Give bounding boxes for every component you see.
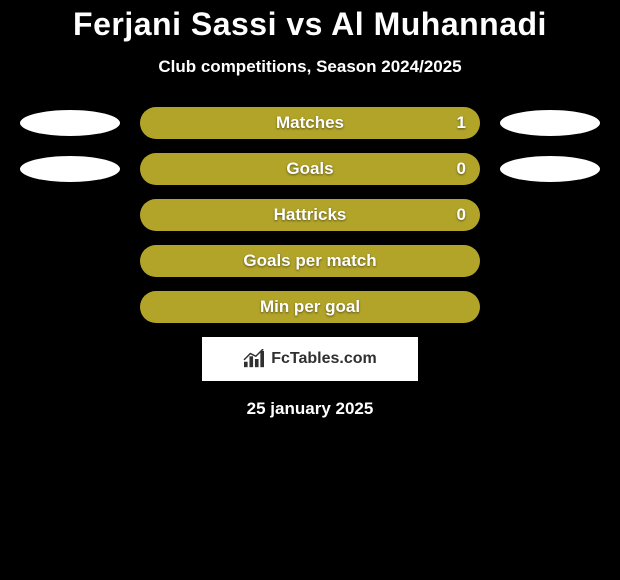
stat-row: Matches 1 <box>0 107 620 139</box>
right-ellipse-slot <box>500 202 600 228</box>
right-ellipse-slot <box>500 294 600 320</box>
stat-label: Goals <box>286 159 333 179</box>
page-subtitle: Club competitions, Season 2024/2025 <box>0 57 620 77</box>
player-left-marker <box>20 156 120 182</box>
stat-bar: Matches 1 <box>140 107 480 139</box>
right-ellipse-slot <box>500 156 600 182</box>
left-ellipse-slot <box>20 248 120 274</box>
stat-row: Goals per match <box>0 245 620 277</box>
comparison-infographic: Ferjani Sassi vs Al Muhannadi Club compe… <box>0 0 620 580</box>
stat-row: Hattricks 0 <box>0 199 620 231</box>
left-ellipse-slot <box>20 110 120 136</box>
stat-label: Matches <box>276 113 344 133</box>
right-ellipse-slot <box>500 110 600 136</box>
stat-value: 0 <box>457 159 466 179</box>
attribution: FcTables.com <box>0 337 620 381</box>
player-right-marker <box>500 156 600 182</box>
stat-label: Goals per match <box>243 251 376 271</box>
date-stamp: 25 january 2025 <box>0 399 620 419</box>
player-right-marker <box>500 110 600 136</box>
right-ellipse-slot <box>500 248 600 274</box>
stat-bar: Hattricks 0 <box>140 199 480 231</box>
stat-value: 1 <box>457 113 466 133</box>
page-title: Ferjani Sassi vs Al Muhannadi <box>0 0 620 43</box>
stat-label: Hattricks <box>274 205 347 225</box>
stat-bar: Min per goal <box>140 291 480 323</box>
attribution-box: FcTables.com <box>202 337 418 381</box>
stat-row: Min per goal <box>0 291 620 323</box>
left-ellipse-slot <box>20 202 120 228</box>
player-left-marker <box>20 110 120 136</box>
left-ellipse-slot <box>20 294 120 320</box>
stat-bar: Goals per match <box>140 245 480 277</box>
left-ellipse-slot <box>20 156 120 182</box>
stat-label: Min per goal <box>260 297 360 317</box>
stats-list: Matches 1 Goals 0 Hattrick <box>0 107 620 323</box>
stat-row: Goals 0 <box>0 153 620 185</box>
stat-value: 0 <box>457 205 466 225</box>
barchart-icon <box>243 349 265 369</box>
stat-bar: Goals 0 <box>140 153 480 185</box>
attribution-text: FcTables.com <box>271 350 377 368</box>
